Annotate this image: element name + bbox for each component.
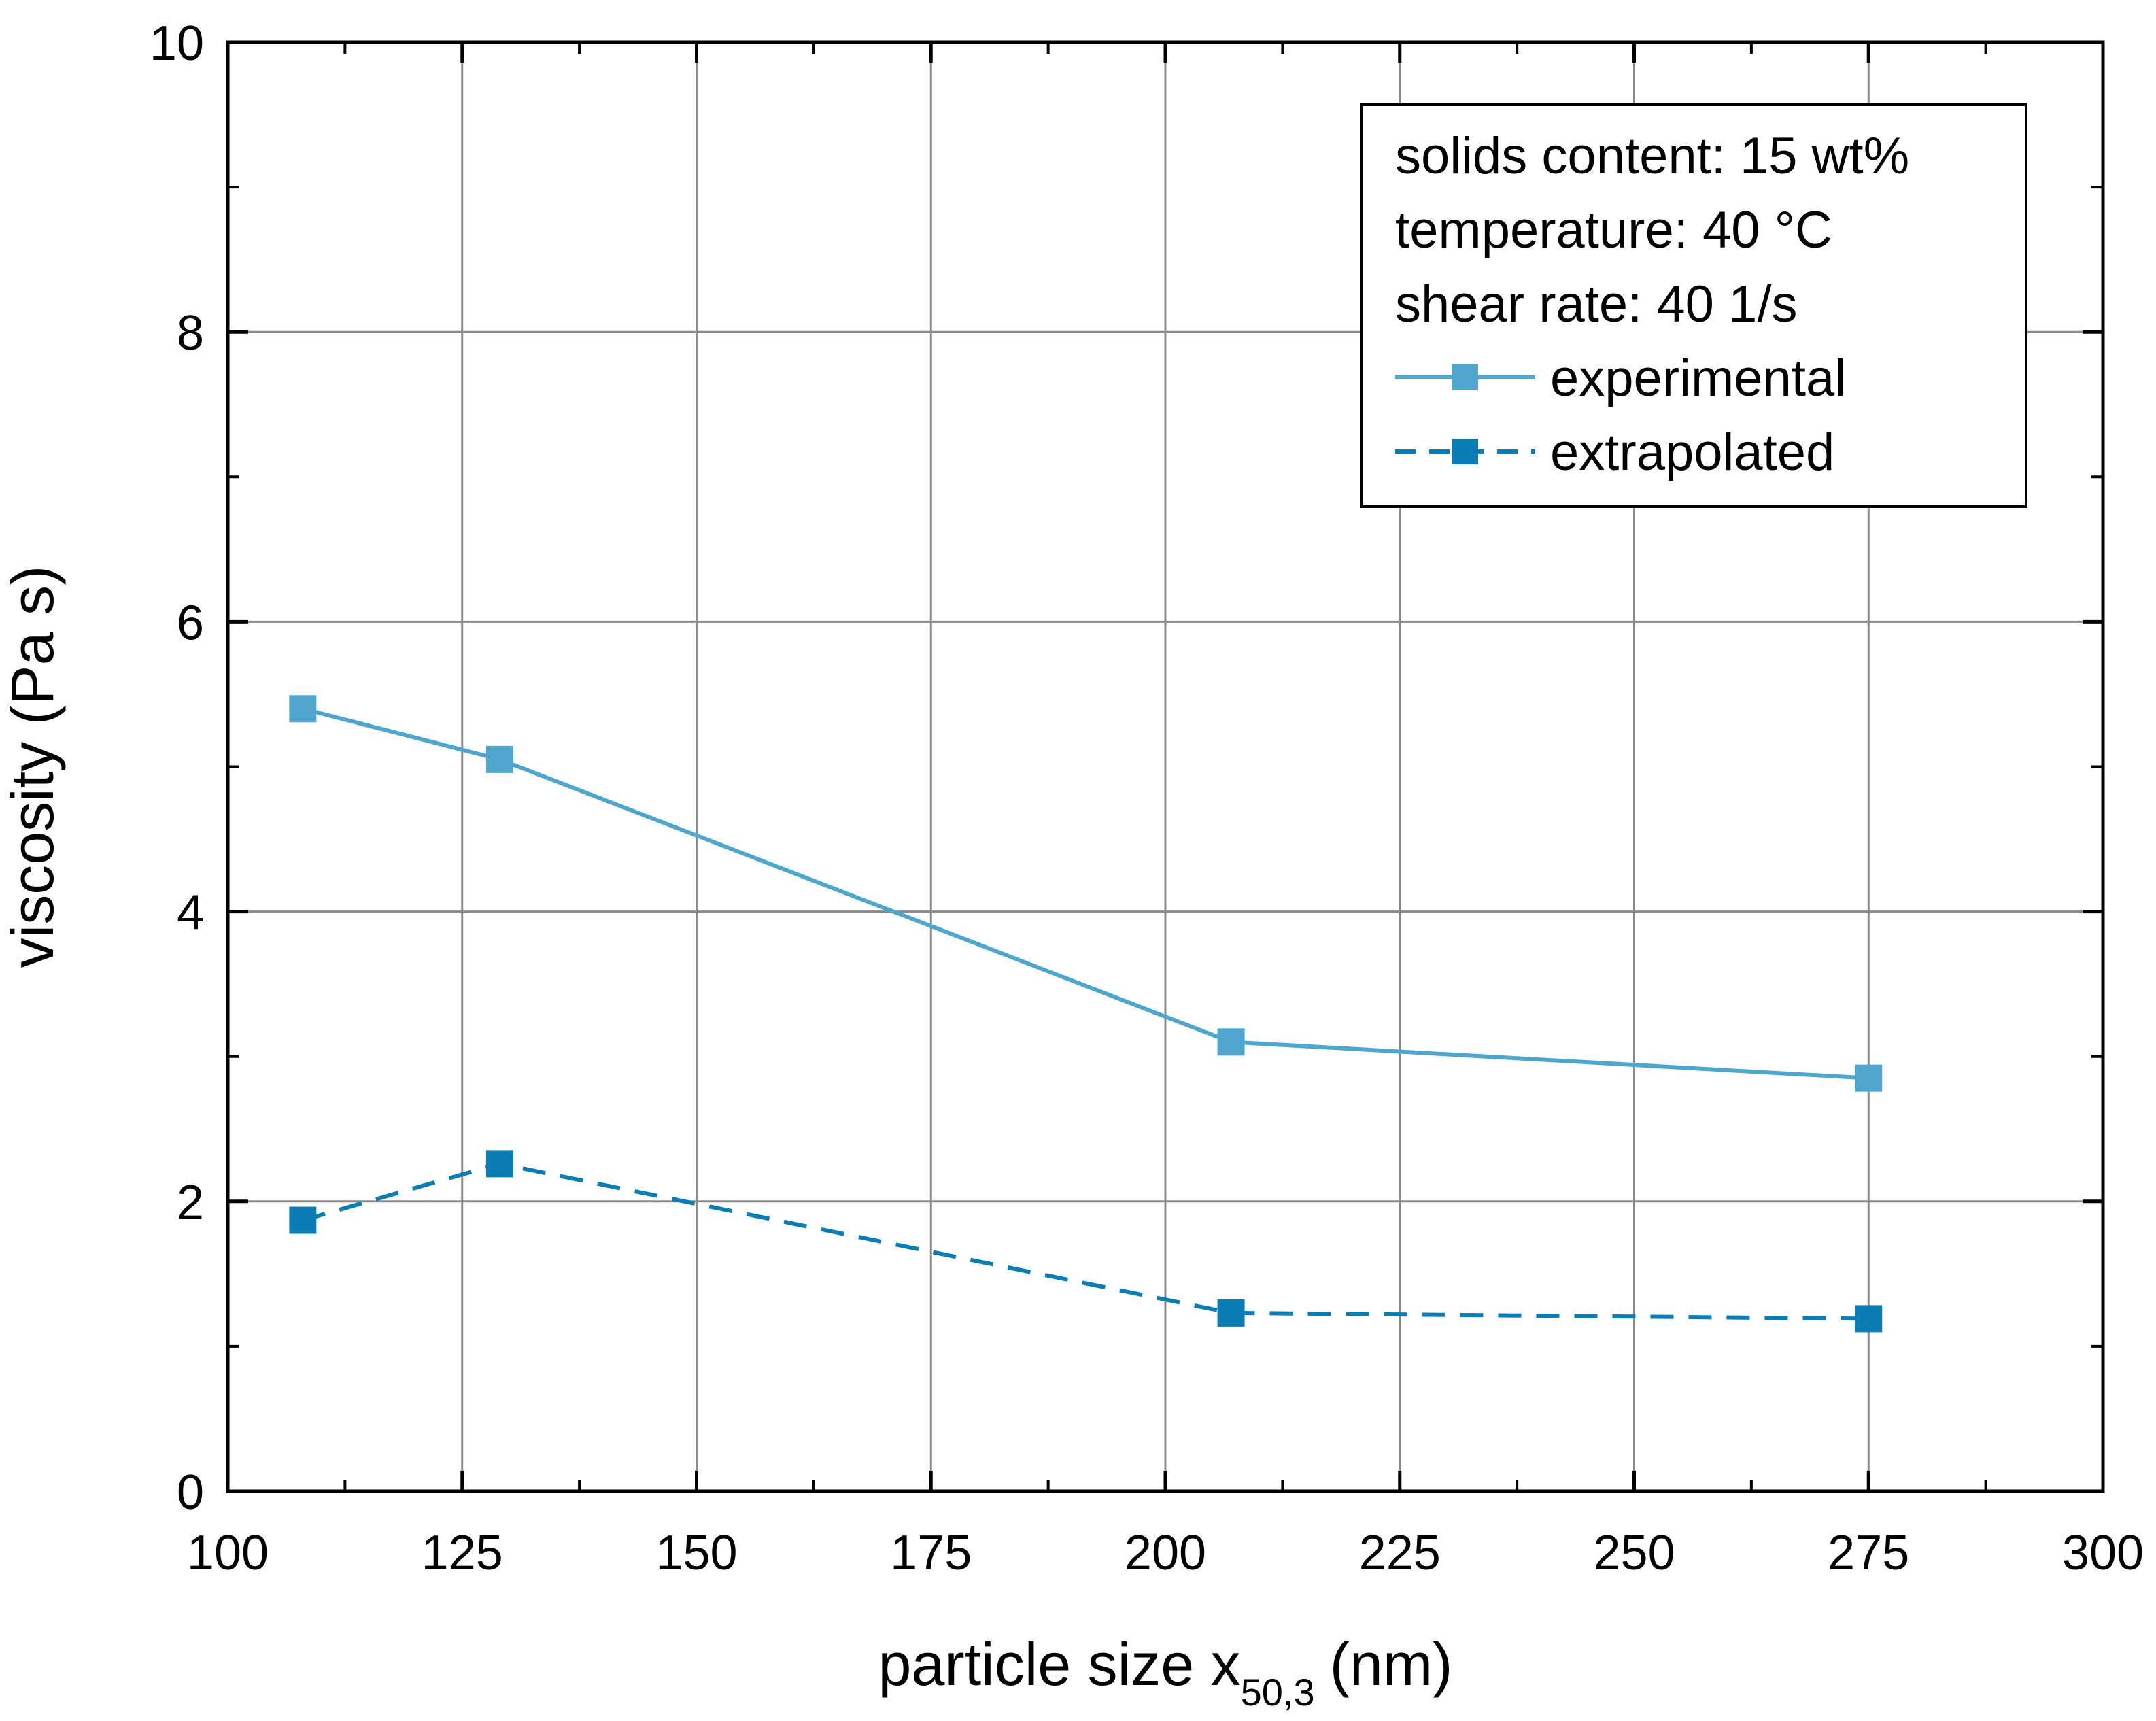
plot-frame: [226, 40, 2105, 1493]
data-point-experimental: [485, 745, 513, 773]
x-tick-labels: 100 125 150 175 200 225 250 275 300: [187, 1526, 2144, 1580]
data-series: [289, 695, 1883, 1333]
legend: solids content: 15 wt% temperature: 40 °…: [1360, 103, 2027, 508]
data-point-experimental: [1217, 1028, 1245, 1056]
legend-label-extrapolated: extrapolated: [1550, 424, 1834, 481]
data-point-extrapolated: [1855, 1305, 1883, 1333]
x-axis-label-unit: (nm): [1330, 1631, 1453, 1698]
x-tick-label: 125: [422, 1526, 503, 1580]
y-tick-labels: 0 2 4 6 8 10: [150, 16, 204, 1520]
y-tick-label: 8: [177, 306, 204, 360]
y-axis-label: viscosity (Pa s): [0, 566, 66, 968]
x-tick-label: 275: [1828, 1526, 1909, 1580]
series-extrapolated: [289, 1150, 1883, 1333]
y-tick-label: 6: [177, 596, 204, 650]
data-point-experimental: [289, 695, 317, 723]
series-line-experimental: [302, 706, 1869, 1080]
x-axis-label: particle size x50,3 (nm): [878, 1631, 1453, 1714]
x-tick-label: 250: [1593, 1526, 1675, 1580]
y-tick-label: 10: [150, 16, 204, 71]
x-tick-label: 225: [1359, 1526, 1441, 1580]
x-axis-label-subscript: 50,3: [1241, 1671, 1315, 1714]
x-tick-label: 175: [890, 1526, 972, 1580]
x-axis-label-main: particle size x: [878, 1631, 1241, 1698]
x-tick-label: 200: [1125, 1526, 1206, 1580]
data-point-experimental: [1855, 1064, 1883, 1092]
data-point-extrapolated: [1217, 1299, 1245, 1327]
annotation-shear-rate: shear rate: 40 1/s: [1395, 275, 1797, 333]
annotation-temperature: temperature: 40 °C: [1395, 201, 1832, 259]
x-tick-label: 150: [655, 1526, 737, 1580]
data-point-extrapolated: [485, 1150, 513, 1178]
series-experimental: [289, 695, 1883, 1092]
annotation-solids-content: solids content: 15 wt%: [1395, 127, 1909, 185]
legend-label-experimental: experimental: [1550, 350, 1846, 407]
legend-marker-experimental: [1452, 364, 1478, 390]
data-point-extrapolated: [289, 1206, 317, 1234]
legend-entries: experimental extrapolated: [1395, 350, 1846, 481]
series-line-extrapolated: [302, 1161, 1869, 1321]
x-tick-label: 300: [2062, 1526, 2144, 1580]
y-tick-label: 2: [177, 1176, 204, 1230]
y-tick-label: 0: [177, 1465, 204, 1520]
legend-marker-extrapolated: [1452, 439, 1478, 464]
x-tick-label: 100: [187, 1526, 269, 1580]
y-tick-label: 4: [177, 886, 204, 940]
